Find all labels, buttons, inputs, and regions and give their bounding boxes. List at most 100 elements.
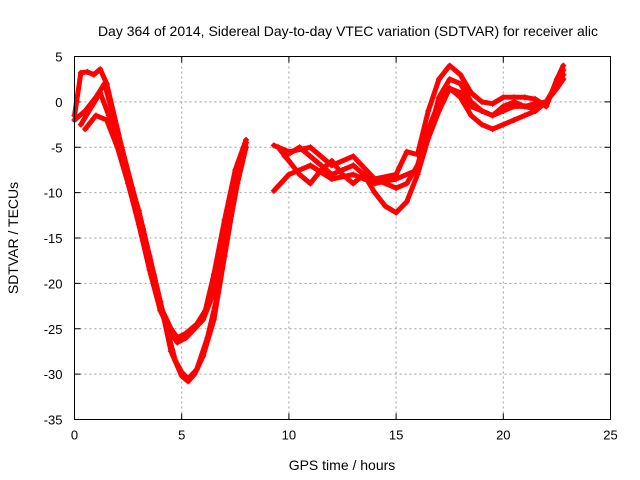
data-point [511,117,518,124]
data-point [296,144,303,151]
data-point [178,369,185,376]
data-point [275,144,282,151]
data-point [307,153,314,160]
data-point [296,171,303,178]
y-tick-label: -25 [44,322,63,337]
tick-labels: 0 5 10 15 20 25 5 0 -5 -10 -15 -20 -25 -30 -35 [44,50,618,443]
data-point [371,189,378,196]
x-tick-label: 5 [178,428,185,443]
series-8 [281,67,567,192]
data-point [182,334,189,341]
y-tick-label: 0 [55,95,62,110]
data-point [82,126,89,133]
x-tick-label: 0 [71,428,78,443]
x-tick-label: 15 [389,428,403,443]
data-point [414,171,421,178]
data-point [403,180,410,187]
data-point [446,76,453,83]
data-point [243,136,250,143]
data-point [221,235,228,241]
data-point [307,144,314,151]
data-point [157,307,164,314]
series-trace [275,76,566,216]
series-4 [82,112,239,346]
data-point [174,339,181,346]
data-point [457,71,464,78]
x-tick-label: 25 [603,428,617,443]
series-3 [77,89,250,341]
y-tick-label: -10 [44,186,63,201]
data-point [521,94,528,101]
plot-frame [74,56,611,420]
y-tick-label: -35 [44,413,63,428]
x-tick-label: 10 [282,428,296,443]
grid-lines [74,56,611,420]
data-point [468,89,475,96]
data-point [185,375,192,382]
data-point [285,157,292,164]
data-point [511,103,518,110]
y-tick-label: -20 [44,276,63,291]
data-point [382,203,389,210]
series-trace [82,113,238,345]
data-point [489,100,496,107]
y-tick-label: -15 [44,231,63,246]
x-tick-label: 20 [496,428,510,443]
data-point [77,69,84,76]
data-point [553,82,560,89]
data-point [435,98,442,105]
y-axis-label: SDTVAR / TECUs [5,182,21,294]
data-point [489,112,496,119]
data-point [232,180,239,187]
data-point [478,121,485,128]
data-point [393,209,400,216]
data-point [193,366,200,373]
series-5 [270,62,567,183]
data-point [77,121,84,128]
data-point [307,162,314,169]
data-point [500,107,507,114]
data-point [532,100,539,107]
data-point [468,103,475,110]
data-point [446,85,453,92]
data-point [114,144,121,151]
data-point [543,98,550,105]
data-point [97,89,104,96]
data-point [435,76,442,83]
data-point [414,162,421,169]
data-point [146,266,153,273]
data-point [446,62,453,69]
data-point [393,185,400,192]
data-point [232,166,239,173]
data-point [468,112,475,119]
data-point [328,157,335,164]
data-layer [71,62,567,385]
data-point [88,103,95,110]
data-point [92,112,99,119]
data-point [478,98,485,105]
data-point [200,316,207,323]
data-point [425,126,432,133]
data-point [339,166,346,173]
data-point [350,180,357,187]
data-point [521,103,528,110]
data-point [281,153,288,160]
data-point [204,334,211,341]
data-point [270,187,277,194]
data-point [560,67,567,74]
data-point [285,171,292,178]
x-axis-label: GPS time / hours [289,457,396,473]
data-point [425,107,432,114]
data-point [270,142,277,149]
data-point [210,289,217,296]
chart-title: Day 364 of 2014, Sidereal Day-to-day VTE… [98,23,598,39]
data-point [371,176,378,183]
data-point [403,148,410,155]
data-point [350,162,357,169]
data-point [478,107,485,114]
data-point [167,330,174,337]
data-point [393,176,400,183]
data-point [403,198,410,205]
data-point [457,80,464,87]
